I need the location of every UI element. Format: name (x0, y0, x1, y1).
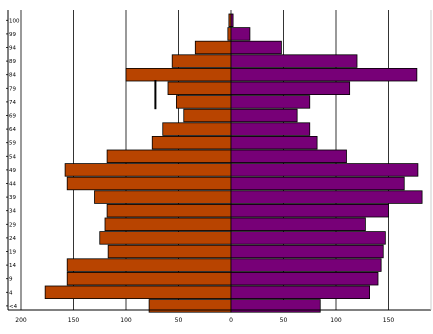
left-bar (94, 190, 232, 204)
y-tick-label: 69 (9, 114, 16, 120)
right-bar (230, 95, 311, 109)
x-tick-label: 50 (175, 317, 183, 324)
right-bar (230, 190, 423, 204)
x-tick-label: 150 (68, 317, 80, 324)
left-bar (99, 231, 232, 245)
y-tick-label: 14 (9, 263, 16, 269)
x-tick-label: 100 (120, 317, 132, 324)
left-bar (162, 122, 232, 136)
y-tick-label: 34 (9, 209, 16, 215)
right-bar (230, 176, 405, 191)
y-tick-label: <4 (9, 304, 18, 310)
axis-layer: 200 150 100 50 0 50 100 15010099948984797469645… (6, 10, 432, 324)
y-tick-label: 49 (9, 168, 16, 174)
x-tick-label: 150 (383, 317, 395, 324)
x-tick-label: 100 (330, 317, 342, 324)
y-tick-label: 44 (9, 182, 16, 188)
right-bar (230, 285, 371, 300)
right-bar (230, 108, 298, 123)
y-tick-label: 19 (9, 250, 16, 256)
right-bar (230, 135, 318, 150)
left-bar (167, 81, 232, 96)
left-bar (104, 217, 232, 232)
left-bar (66, 271, 232, 286)
y-tick-label: 9 (9, 277, 13, 283)
right-bar (230, 40, 282, 55)
y-tick-label: 64 (9, 127, 16, 133)
y-tick-label: 29 (9, 222, 16, 228)
left-bar (183, 108, 232, 123)
right-bar (230, 81, 351, 96)
left-bar (44, 285, 232, 300)
right-bar (230, 68, 418, 82)
y-tick-label: 39 (9, 195, 16, 201)
y-tick-label: 24 (9, 236, 16, 242)
right-bar (230, 27, 251, 41)
y-tick-label: 100 (9, 18, 20, 24)
y-tick-label: 59 (9, 141, 16, 147)
right-bar (230, 217, 366, 232)
y-tick-label: 4 (9, 290, 13, 296)
right-bar (230, 122, 311, 136)
left-bar (227, 27, 232, 41)
bars-layer (44, 13, 423, 313)
left-bar (106, 149, 232, 164)
y-tick-label: 99 (9, 32, 16, 38)
left-bar (171, 54, 232, 68)
left-bar (107, 244, 232, 259)
right-bar (230, 203, 389, 218)
right-bar (230, 54, 358, 68)
y-tick-label: 54 (9, 154, 16, 160)
left-bar (175, 95, 232, 109)
left-bar (194, 40, 232, 55)
left-bar (125, 68, 232, 82)
left-bar (64, 163, 232, 177)
right-bar (230, 13, 234, 28)
y-tick-label: 94 (9, 46, 16, 52)
y-tick-label: 84 (9, 73, 16, 79)
left-bar (151, 135, 232, 150)
y-tick-label: 89 (9, 59, 16, 65)
x-tick-label: 200 (15, 317, 27, 324)
right-bar (230, 271, 379, 286)
right-bar (230, 163, 419, 177)
right-bar (230, 231, 386, 245)
right-bar (230, 149, 347, 164)
right-bar (230, 299, 321, 313)
right-bar (230, 258, 382, 272)
x-tick-label: 50 (280, 317, 288, 324)
left-bar (106, 203, 232, 218)
y-tick-label: 74 (9, 100, 16, 106)
left-bar (66, 258, 232, 272)
right-bar (230, 244, 384, 259)
x-tick-label: 0 (229, 317, 233, 324)
y-tick-label: 79 (9, 86, 16, 92)
left-bar (66, 176, 232, 191)
